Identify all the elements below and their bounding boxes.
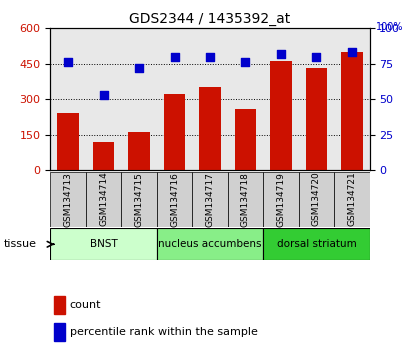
Bar [235,109,256,170]
Text: GSM134713: GSM134713 [64,172,73,227]
Point [207,54,213,59]
Bar [228,172,263,227]
Bar [54,323,65,341]
Text: GSM134714: GSM134714 [99,172,108,227]
Bar [306,68,327,170]
Text: GSM134716: GSM134716 [170,172,179,227]
Bar [58,113,79,170]
Bar [50,172,86,227]
Bar [164,95,185,170]
Text: count: count [70,300,101,310]
Text: BNST: BNST [90,239,118,249]
Text: GSM134718: GSM134718 [241,172,250,227]
Bar [192,172,228,227]
Point [171,54,178,59]
Point [136,65,142,71]
Bar [129,132,150,170]
Text: 100%: 100% [376,22,403,32]
Bar [157,172,192,227]
Bar [200,87,221,170]
Bar [93,142,114,170]
Point [65,59,71,65]
Text: tissue: tissue [4,239,37,249]
Point [349,50,355,55]
Text: GSM134715: GSM134715 [134,172,144,227]
Text: percentile rank within the sample: percentile rank within the sample [70,327,257,337]
Point [278,51,284,57]
Point [242,59,249,65]
Point [313,54,320,59]
Text: GDS2344 / 1435392_at: GDS2344 / 1435392_at [129,12,291,27]
Bar [299,172,334,227]
Bar [334,172,370,227]
Text: dorsal striatum: dorsal striatum [276,239,356,249]
Bar [270,61,291,170]
Bar [341,52,362,170]
Text: GSM134717: GSM134717 [205,172,215,227]
Point [100,92,107,98]
Bar [54,296,65,314]
Text: GSM134721: GSM134721 [347,172,356,227]
Text: GSM134719: GSM134719 [276,172,286,227]
Bar [50,228,157,260]
Bar [157,228,263,260]
Bar [263,172,299,227]
Text: nucleus accumbens: nucleus accumbens [158,239,262,249]
Bar [121,172,157,227]
Bar [263,228,370,260]
Text: GSM134720: GSM134720 [312,172,321,227]
Bar [86,172,121,227]
